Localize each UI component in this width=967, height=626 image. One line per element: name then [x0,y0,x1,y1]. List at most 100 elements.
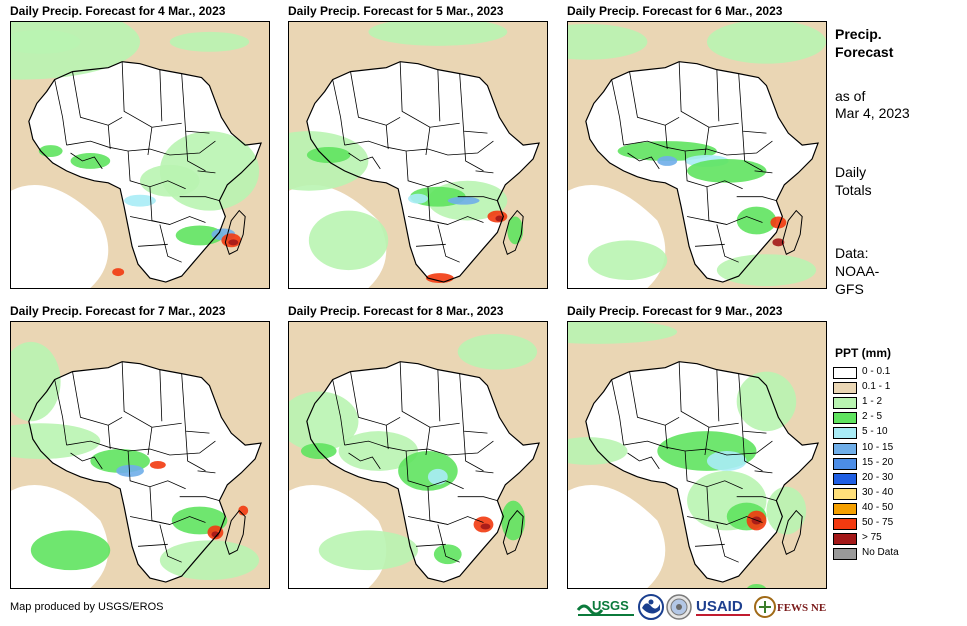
logo-strip: USGS USAID FEWS NET [576,594,826,620]
madagascar-outline [781,209,803,255]
country-border [350,71,401,126]
madagascar-outline [502,509,524,555]
legend-item: No Data [833,546,953,562]
country-border [407,516,448,525]
country-border [405,451,464,490]
africa-coastline [585,61,819,283]
legend-label: 20 - 30 [862,471,894,483]
precip-blob [706,451,747,471]
country-border [129,516,170,525]
country-border [159,69,163,122]
country-border [457,496,498,502]
precip-blob [289,391,359,452]
country-border [159,524,182,563]
country-border [197,170,216,174]
map-svg [289,322,547,588]
precip-blob [747,584,766,588]
country-border [742,431,763,472]
country-border [686,216,727,225]
panel-title-3: Daily Precip. Forecast for 6 Mar., 2023 [567,4,783,18]
precip-blob [568,322,678,344]
precip-blob [11,423,101,459]
country-border [72,71,123,126]
precip-blob [495,215,504,222]
legend-item: 0 - 0.1 [833,365,953,381]
side-data-line3: GFS [835,281,864,297]
country-border [159,369,163,422]
legend-item: 50 - 75 [833,516,953,532]
legend-title: PPT (mm) [835,346,892,360]
map-panel-6 [567,321,827,589]
precip-blob [238,505,249,516]
country-border [350,371,401,426]
country-border [742,131,763,172]
country-border [475,170,494,174]
precip-blob [736,371,797,432]
country-border [611,79,624,146]
precip-blob [11,29,81,54]
map-svg [11,322,269,588]
country-border [179,196,220,202]
precip-blob [338,431,418,471]
country-border [107,425,111,450]
country-border [415,243,446,247]
country-border [425,127,431,156]
precip-blob [657,155,678,166]
legend-label: 5 - 10 [862,426,888,438]
country-border [72,371,123,426]
precip-blob [38,145,63,157]
precip-blob [124,194,156,207]
legend-label: 15 - 20 [862,456,894,468]
side-totals-line1: Daily [835,164,867,180]
country-border [54,379,67,446]
usaid-logo-text: USAID [696,598,743,615]
precip-blob [159,540,260,581]
legend-swatch [833,518,857,530]
country-border [437,69,441,122]
map-panel-2 [288,21,548,289]
legend-label: 2 - 5 [862,411,883,423]
country-border [627,452,660,470]
country-border [179,496,220,502]
precip-blob [716,254,817,287]
fewsnet-logo: FEWS NET [754,596,826,618]
legend-swatch [833,533,857,546]
legend-item: > 75 [833,531,953,547]
country-border [437,224,460,263]
country-border [623,440,773,456]
country-border [664,125,668,150]
country-border [736,196,777,202]
precip-blob [457,333,538,370]
country-border [629,371,680,426]
country-border [623,140,773,156]
legend-swatch [833,457,857,470]
side-heading-line2: Forecast [835,44,894,60]
country-border [716,224,739,263]
precip-blob [368,22,508,46]
precip-blob [306,147,351,163]
precip-blob [770,216,787,229]
country-border [694,243,725,247]
country-border [686,516,727,525]
country-border [704,427,710,456]
country-border [332,379,345,446]
country-border [129,216,170,225]
panel-title-1: Daily Precip. Forecast for 4 Mar., 2023 [10,4,226,18]
country-border [399,361,460,428]
precip-blob [766,486,807,535]
map-svg [289,22,547,288]
panel-title-4: Daily Precip. Forecast for 7 Mar., 2023 [10,304,226,318]
legend-item: 5 - 10 [833,425,953,441]
country-border [463,131,484,172]
side-heading-line1: Precip. [835,26,882,42]
country-border [344,440,494,456]
legend-swatch [833,502,857,515]
madagascar-outline [224,209,246,255]
precip-blob [617,141,717,161]
legend-label: 0 - 0.1 [862,366,891,377]
country-border [716,524,739,563]
country-border [147,427,153,456]
usgs-logo: USGS [576,598,634,616]
country-border [399,61,460,128]
madagascar-outline [781,509,803,555]
